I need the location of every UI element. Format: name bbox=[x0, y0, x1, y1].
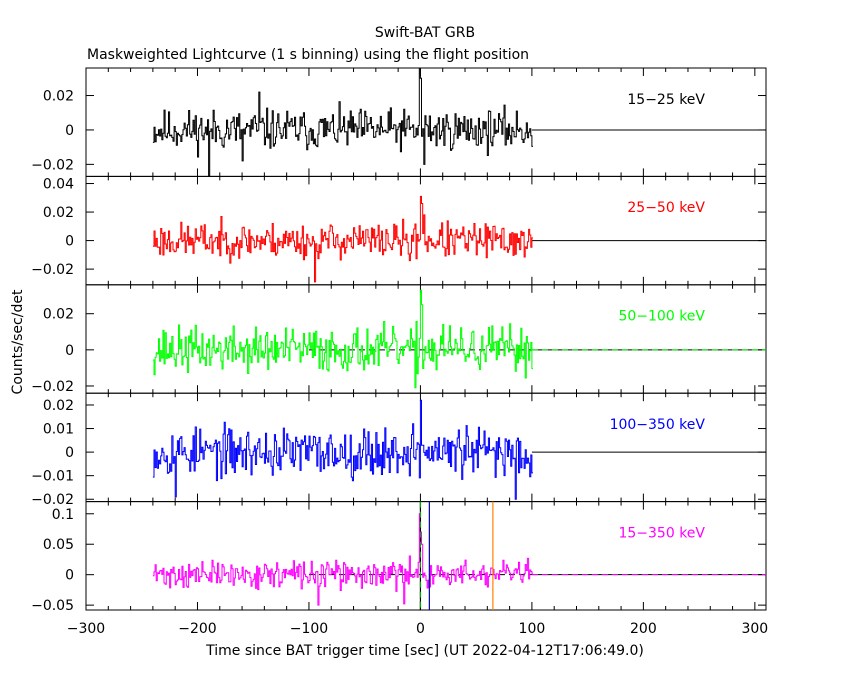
y-tick-label: −0.02 bbox=[31, 157, 74, 173]
lightcurve-series bbox=[152, 67, 533, 177]
y-tick-label: 0.05 bbox=[43, 537, 74, 553]
panel-3: 0.02 0.01 0 −0.01 −0.02 100−350 keV bbox=[31, 392, 767, 508]
y-tick-label: 0 bbox=[65, 234, 74, 250]
panel-4: 0.1 0.05 0 −0.05 15−350 keV bbox=[31, 501, 767, 614]
y-tick-label: 0.1 bbox=[52, 507, 74, 523]
y-tick-label: 0.04 bbox=[43, 177, 74, 193]
y-axis-label: Counts/sec/det bbox=[10, 289, 26, 394]
y-tick-label: 0 bbox=[65, 568, 74, 584]
y-tick-label: 0.01 bbox=[43, 422, 74, 438]
lightcurve-series bbox=[152, 289, 533, 389]
x-tick-label: 0 bbox=[416, 621, 425, 637]
panel-frame bbox=[85, 501, 767, 611]
panel-frame bbox=[85, 175, 767, 286]
y-tick-label: 0.02 bbox=[43, 205, 74, 221]
panel-1: 0.04 0.02 0 −0.02 25−50 keV bbox=[31, 175, 767, 286]
y-tick-label: 0 bbox=[65, 343, 74, 359]
y-tick-label: −0.01 bbox=[31, 469, 74, 485]
band-label: 15−25 keV bbox=[627, 92, 705, 108]
panel-0: 0.02 0 −0.02 15−25 keV bbox=[31, 67, 767, 177]
lightcurve-series bbox=[152, 513, 533, 606]
figure-title: Swift-BAT GRB bbox=[375, 25, 475, 41]
x-tick-label: −200 bbox=[178, 621, 216, 637]
x-tick-label: −100 bbox=[290, 621, 328, 637]
figure-subtitle: Maskweighted Lightcurve (1 s binning) us… bbox=[87, 47, 529, 63]
y-tick-label: 0.02 bbox=[43, 307, 74, 323]
panel-frame bbox=[85, 284, 767, 394]
x-tick-label: 300 bbox=[741, 621, 768, 637]
x-tick-label: 100 bbox=[519, 621, 546, 637]
x-axis-label: Time since BAT trigger time [sec] (UT 20… bbox=[205, 643, 644, 659]
y-tick-label: 0 bbox=[65, 123, 74, 139]
y-tick-label: −0.02 bbox=[31, 379, 74, 395]
band-label: 100−350 keV bbox=[610, 417, 706, 433]
band-label: 15−350 keV bbox=[618, 525, 705, 541]
x-tick-label: −300 bbox=[67, 621, 105, 637]
y-tick-label: 0.02 bbox=[43, 398, 74, 414]
lightcurve-series bbox=[152, 399, 533, 500]
band-label: 50−100 keV bbox=[618, 309, 705, 325]
y-tick-label: −0.02 bbox=[31, 262, 74, 278]
y-tick-label: 0 bbox=[65, 445, 74, 461]
y-tick-label: −0.05 bbox=[31, 598, 74, 614]
y-tick-label: 0.02 bbox=[43, 89, 74, 105]
x-tick-label: 200 bbox=[630, 621, 657, 637]
band-label: 25−50 keV bbox=[627, 200, 705, 216]
panels-group: 0.02 0 −0.02 15−25 keV 0.04 0.02 0 −0.02 25−50 k… bbox=[31, 67, 768, 637]
panel-2: 0.02 0 −0.02 50−100 keV bbox=[31, 284, 767, 395]
panel-frame bbox=[85, 392, 767, 503]
y-tick-label: −0.02 bbox=[31, 492, 74, 508]
lightcurve-series bbox=[152, 195, 533, 283]
